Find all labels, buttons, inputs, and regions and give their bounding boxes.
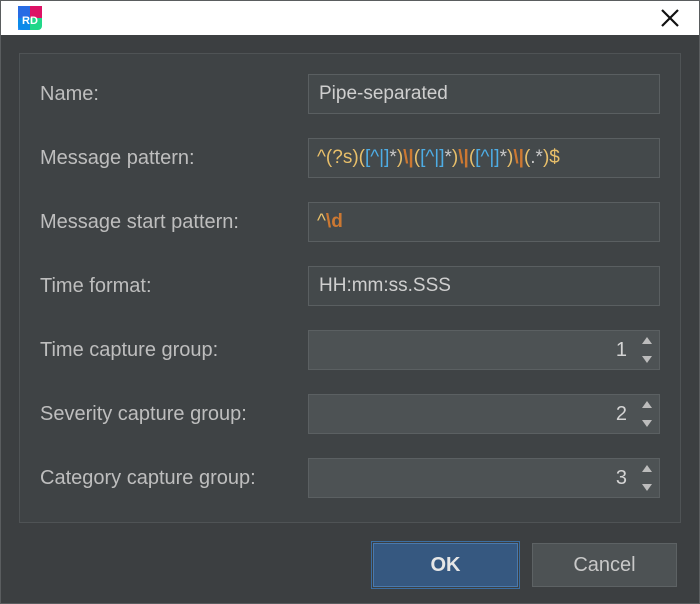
row-time-format: Time format: bbox=[40, 266, 660, 306]
close-button[interactable] bbox=[655, 3, 685, 33]
ok-button[interactable]: OK bbox=[373, 543, 518, 587]
message-start-pattern-input[interactable]: ^\d bbox=[308, 202, 660, 242]
category-capture-group-label: Category capture group: bbox=[40, 467, 308, 490]
time-format-input[interactable] bbox=[308, 266, 660, 306]
spinner-up-button[interactable] bbox=[635, 395, 659, 414]
row-severity-capture-group: Severity capture group: 2 bbox=[40, 394, 660, 434]
chevron-down-icon bbox=[642, 484, 652, 491]
chevron-down-icon bbox=[642, 356, 652, 363]
row-message-pattern: Message pattern: ^(?s)([^|]*)\|([^|]*)\|… bbox=[40, 138, 660, 178]
message-start-pattern-label: Message start pattern: bbox=[40, 211, 308, 234]
chevron-up-icon bbox=[642, 465, 652, 472]
row-category-capture-group: Category capture group: 3 bbox=[40, 458, 660, 498]
chevron-up-icon bbox=[642, 401, 652, 408]
name-input[interactable] bbox=[308, 74, 660, 114]
severity-capture-group-value: 2 bbox=[309, 403, 635, 426]
message-pattern-label: Message pattern: bbox=[40, 147, 308, 170]
time-capture-group-value: 1 bbox=[309, 339, 635, 362]
content-area: Name: Message pattern: ^(?s)([^|]*)\|([^… bbox=[1, 35, 699, 603]
category-capture-group-spinner[interactable]: 3 bbox=[308, 458, 660, 498]
spinner-down-button[interactable] bbox=[635, 478, 659, 497]
time-capture-group-spinner[interactable]: 1 bbox=[308, 330, 660, 370]
cancel-button[interactable]: Cancel bbox=[532, 543, 677, 587]
titlebar: RD bbox=[1, 1, 699, 35]
dialog-window: RD Name: Message pattern: ^(?s)([^|]*)\|… bbox=[0, 0, 700, 604]
time-capture-group-label: Time capture group: bbox=[40, 339, 308, 362]
spinner-up-button[interactable] bbox=[635, 331, 659, 350]
name-label: Name: bbox=[40, 83, 308, 106]
close-icon bbox=[660, 8, 680, 28]
app-icon: RD bbox=[15, 3, 45, 33]
chevron-up-icon bbox=[642, 337, 652, 344]
svg-text:RD: RD bbox=[22, 15, 38, 27]
row-time-capture-group: Time capture group: 1 bbox=[40, 330, 660, 370]
row-message-start-pattern: Message start pattern: ^\d bbox=[40, 202, 660, 242]
chevron-down-icon bbox=[642, 420, 652, 427]
time-format-label: Time format: bbox=[40, 275, 308, 298]
button-bar: OK Cancel bbox=[19, 543, 681, 587]
spinner-down-button[interactable] bbox=[635, 350, 659, 369]
spinner-down-button[interactable] bbox=[635, 414, 659, 433]
message-pattern-input[interactable]: ^(?s)([^|]*)\|([^|]*)\|([^|]*)\|(.*)$ bbox=[308, 138, 660, 178]
form-panel: Name: Message pattern: ^(?s)([^|]*)\|([^… bbox=[19, 53, 681, 523]
severity-capture-group-spinner[interactable]: 2 bbox=[308, 394, 660, 434]
category-capture-group-value: 3 bbox=[309, 467, 635, 490]
severity-capture-group-label: Severity capture group: bbox=[40, 403, 308, 426]
row-name: Name: bbox=[40, 74, 660, 114]
spinner-up-button[interactable] bbox=[635, 459, 659, 478]
